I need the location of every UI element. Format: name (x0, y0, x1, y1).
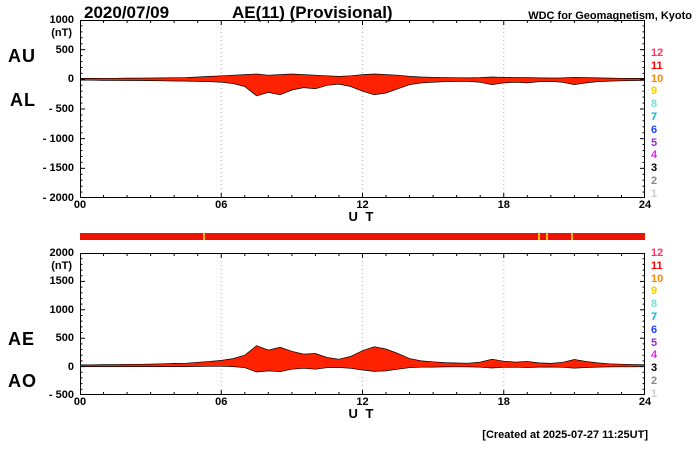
quality-mark (570, 233, 573, 240)
al-label: AL (10, 90, 36, 110)
x-tick-label: 00 (73, 396, 87, 408)
station-number: 6 (651, 323, 658, 336)
y-tick-label: 1000 (49, 14, 74, 26)
station-number: 2 (651, 374, 658, 387)
station-number: 2 (651, 174, 658, 187)
y-tick-label: 500 (55, 43, 74, 56)
unit-label-lower: (nT) (51, 260, 72, 272)
station-scale-upper: 12 11 10 9 8 7 6 5 4 3 2 1 (651, 47, 671, 201)
quality-mark (545, 233, 548, 240)
plot-date: 2020/07/09 (84, 3, 170, 22)
station-number: 12 (651, 247, 664, 259)
lower-panel-chart (80, 253, 645, 395)
station-number: 11 (651, 59, 663, 72)
data-quality-bar (80, 233, 645, 240)
au-label: AU (8, 46, 36, 66)
y-tick-label: 1500 (49, 275, 74, 288)
x-tick-label: 18 (497, 396, 510, 408)
station-number: 9 (651, 285, 658, 298)
y-tick-label: - 500 (48, 103, 74, 115)
station-scale-lower: 12 11 10 9 8 7 6 5 4 3 2 1 (651, 247, 671, 401)
station-number: 8 (651, 98, 658, 111)
quality-mark (537, 233, 540, 240)
y-tick-label: - 500 (48, 389, 74, 401)
y-tick-label: 0 (67, 73, 74, 86)
station-number: 3 (651, 362, 658, 375)
station-number: 3 (651, 162, 658, 175)
y-tick-label: 0 (67, 360, 74, 373)
x-tick-label: 24 (638, 396, 652, 408)
y-tick-label: - 2000 (42, 192, 74, 204)
quality-mark (203, 233, 206, 240)
created-timestamp: [Created at 2025-07-27 11:25UT] (482, 429, 648, 441)
y-tick-label: - 1000 (42, 132, 74, 145)
station-number: 5 (651, 336, 658, 349)
data-source-label: WDC for Geomagnetism, Kyoto (528, 10, 692, 22)
station-number: 8 (651, 298, 658, 311)
station-number: 4 (651, 349, 658, 362)
x-axis-label-upper: U T (348, 209, 376, 224)
x-tick-label: 06 (215, 199, 228, 211)
station-number: 11 (651, 259, 663, 272)
x-tick-label: 24 (638, 199, 652, 211)
x-tick-label: 00 (73, 199, 87, 211)
station-number: 7 (651, 110, 658, 123)
station-number: 4 (651, 149, 658, 162)
station-number: 6 (651, 123, 658, 136)
station-number: 1 (651, 187, 658, 200)
station-number: 5 (651, 136, 658, 149)
y-tick-label: 2000 (49, 247, 74, 259)
plot-title: AE(11) (Provisional) (232, 3, 393, 22)
station-number: 10 (651, 72, 664, 85)
ao-label: AO (8, 371, 37, 391)
x-tick-label: 18 (497, 199, 510, 211)
station-number: 10 (651, 272, 664, 285)
ae-label: AE (8, 329, 36, 349)
station-number: 7 (651, 310, 658, 323)
station-number: 1 (651, 387, 658, 400)
upper-panel-chart (80, 20, 645, 198)
y-tick-label: 500 (55, 332, 74, 345)
x-axis-label-lower: U T (348, 406, 376, 421)
x-tick-label: 06 (215, 396, 228, 408)
station-number: 12 (651, 47, 664, 59)
y-tick-label: 1000 (49, 303, 74, 316)
station-number: 9 (651, 85, 658, 98)
unit-label-upper: (nT) (51, 27, 72, 39)
y-tick-label: - 1500 (42, 162, 74, 175)
